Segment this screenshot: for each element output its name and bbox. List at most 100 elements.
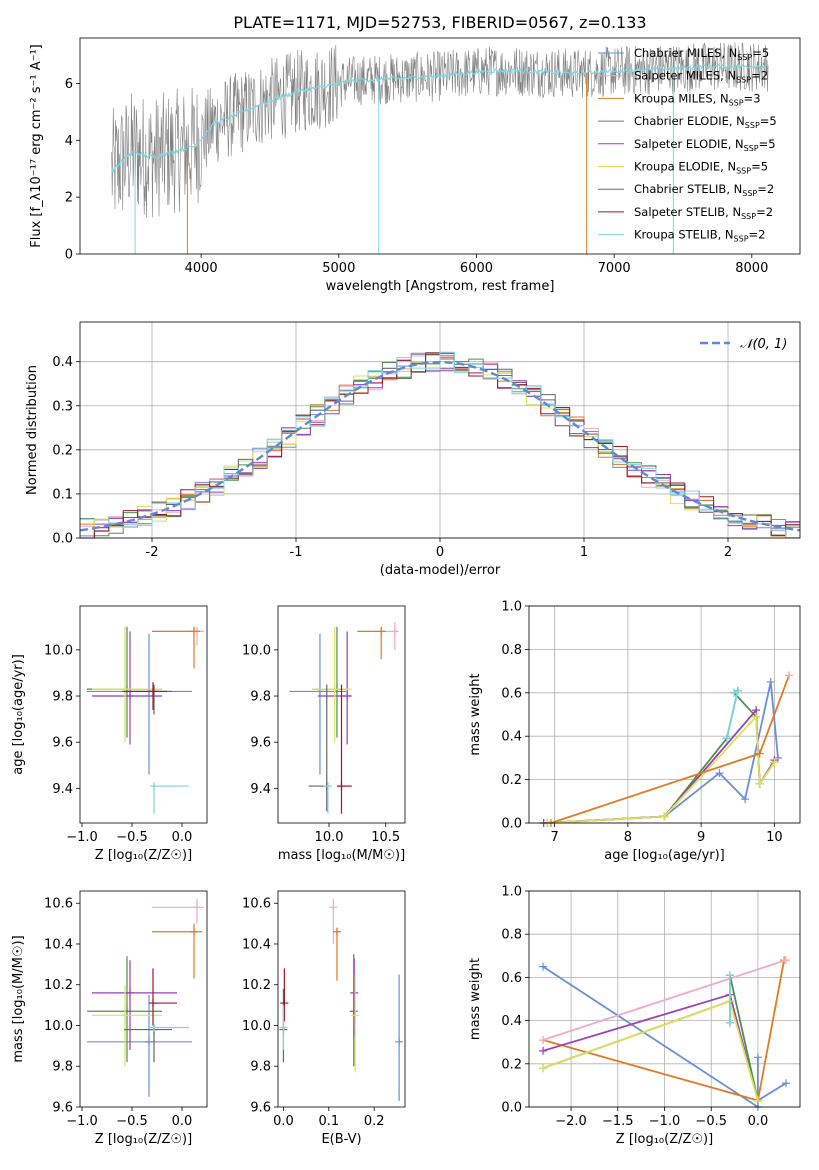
x-axis-label: (data-model)/error — [380, 563, 501, 578]
data-point — [149, 687, 157, 696]
plot-area-mass_vs_Z — [87, 899, 204, 1097]
y-tick-label: 9.6 — [250, 736, 271, 751]
x-axis-label: mass [log₁₀(M/M☉)] — [278, 848, 405, 863]
weight-point — [539, 1036, 548, 1045]
x-tick-label: 2 — [724, 545, 732, 560]
y-tick-label: 0.4 — [501, 730, 522, 745]
y-tick-label: 4 — [65, 134, 73, 149]
legend-label: Salpeter ELODIE, NSSP=5 — [634, 137, 776, 153]
x-tick-label: 0.0 — [172, 830, 193, 845]
data-point — [390, 627, 399, 636]
x-tick-label: 9 — [697, 830, 705, 845]
legend-nssp-prefix: , N — [726, 182, 742, 196]
data-point — [145, 1037, 153, 1046]
x-axis-label: E(B-V) — [321, 1132, 361, 1147]
data-point — [280, 999, 289, 1008]
legend-nssp-sub: SSP — [744, 144, 759, 153]
panel-mass_vs_Z: −1.0 −0.5 0.0 9.6 9.8 10.0 10.2 10.4 10.6 Z [log₁… — [11, 890, 208, 1147]
panels: 4000 5000 6000 7000 8000 0 2 4 6 wavelength [Angs… — [11, 37, 801, 1147]
x-tick-label: 0.0 — [273, 1114, 294, 1129]
gaussian-reference-curve — [79, 360, 801, 532]
legend-nssp-sub: SSP — [737, 53, 752, 62]
legend-nssp-sub: SSP — [736, 167, 751, 176]
x-tick-label: 0.2 — [364, 1114, 385, 1129]
panel-spectrum: 4000 5000 6000 7000 8000 0 2 4 6 wavelength [Angs… — [29, 37, 801, 294]
legend-nssp-value: 5 — [761, 160, 768, 174]
legend-nssp-sub: SSP — [741, 212, 756, 221]
legend-nssp-eq: = — [759, 137, 769, 151]
data-point — [323, 782, 332, 791]
x-axis-label: age [log₁₀(age/yr)] — [604, 848, 725, 863]
legend-nssp-eq: = — [749, 228, 759, 242]
legend-model-name: Salpeter STELIB — [634, 205, 725, 219]
y-tick-label: 0.2 — [501, 773, 522, 788]
plot-area-age_vs_Z — [87, 626, 204, 814]
histogram-kroupa-stelib — [80, 351, 800, 539]
legend-nssp-value: 5 — [762, 46, 769, 60]
legend-label: Kroupa MILES, NSSP=3 — [634, 91, 761, 107]
axes-frame — [528, 890, 801, 1108]
legend-model-name: Chabrier MILES — [634, 46, 721, 60]
data-point — [343, 692, 352, 701]
axes-frame — [79, 37, 801, 255]
legend-label: 𝒩(0, 1) — [740, 337, 787, 352]
x-axis-label: Z [log₁₀(Z/Z☉)] — [616, 1132, 713, 1147]
weight-point — [715, 769, 724, 778]
weight-line — [550, 675, 790, 824]
weight-line — [547, 688, 776, 824]
panel-age_vs_Z: −1.0 −0.5 0.0 9.4 9.6 9.8 10.0 Z [log₁₀(Z/Z☉)] a… — [11, 605, 208, 863]
x-tick-label: 0 — [436, 545, 444, 560]
legend-nssp-value: 5 — [768, 137, 775, 151]
plot-area-spectrum — [111, 42, 769, 254]
axes-frame — [277, 890, 406, 1108]
legend-nssp-eq: = — [744, 91, 754, 105]
weight-point — [753, 1096, 762, 1105]
plot-area-mass_vs_EBV — [279, 899, 404, 1101]
data-point — [337, 782, 346, 791]
legend-nssp-value: 2 — [758, 228, 765, 242]
weight-line — [547, 714, 776, 824]
x-axis-label: Z [log₁₀(Z/Z☉)] — [95, 848, 192, 863]
legend-nssp-eq: = — [757, 182, 767, 196]
y-axis-label: mass [log₁₀(M/M☉)] — [11, 935, 26, 1062]
legend-nssp-prefix: , N — [720, 69, 736, 83]
legend-nssp-prefix: , N — [721, 46, 737, 60]
weight-point — [753, 1053, 762, 1062]
legend-nssp-value: 2 — [761, 69, 768, 83]
weight-point — [539, 1064, 548, 1073]
data-point — [279, 1023, 288, 1032]
x-tick-label: −0.5 — [116, 1114, 148, 1129]
x-tick-label: −1.0 — [649, 1114, 681, 1129]
weight-point — [766, 677, 775, 686]
weight-point — [785, 671, 794, 680]
y-tick-label: 9.8 — [52, 1060, 73, 1075]
axes-frame — [277, 605, 406, 824]
weight-point — [752, 712, 761, 721]
plot-area-age_vs_mass — [289, 622, 399, 814]
y-tick-label: 10.2 — [44, 978, 73, 993]
y-tick-label: 9.6 — [250, 1101, 271, 1116]
data-point — [121, 1011, 129, 1020]
legend-nssp-prefix: , N — [729, 114, 745, 128]
legend-nssp-prefix: , N — [720, 160, 736, 174]
legend-nssp-sub: SSP — [734, 235, 749, 244]
weight-point — [539, 962, 548, 971]
plot-area-residuals — [79, 351, 801, 539]
x-tick-label: −1.5 — [602, 1114, 634, 1129]
weight-point — [539, 1046, 548, 1055]
legend-label: Kroupa STELIB, NSSP=2 — [634, 228, 766, 244]
axes-frame — [79, 890, 208, 1108]
x-tick-label: 1 — [580, 545, 588, 560]
legend-nssp-prefix: , N — [728, 137, 744, 151]
x-tick-label: 0.0 — [748, 1114, 769, 1129]
legend-nssp-sub: SSP — [736, 76, 751, 85]
legend-nssp-prefix: , N — [713, 91, 729, 105]
y-tick-label: 10.0 — [44, 643, 73, 658]
legend-nssp-eq: = — [751, 160, 761, 174]
weight-line — [542, 959, 787, 1041]
legend-label: Salpeter STELIB, NSSP=2 — [634, 205, 773, 221]
figure-title: PLATE=1171, MJD=52753, FIBERID=0567, z=0… — [233, 13, 646, 32]
panel-weight_vs_age: 7 8 9 10 0.0 0.2 0.4 0.6 0.8 1.0 age [log₁₀(age/yr… — [468, 600, 801, 863]
y-tick-label: 0.3 — [52, 399, 73, 414]
